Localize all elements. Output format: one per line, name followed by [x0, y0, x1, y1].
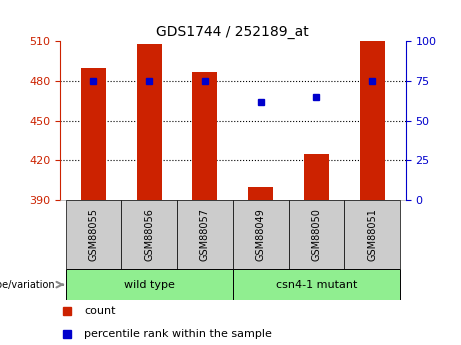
- Bar: [81, 68, 106, 200]
- Bar: [177, 200, 233, 269]
- Text: wild type: wild type: [124, 280, 175, 289]
- Bar: [233, 200, 289, 269]
- Text: GSM88050: GSM88050: [312, 208, 321, 261]
- Bar: [233, 269, 400, 300]
- Text: percentile rank within the sample: percentile rank within the sample: [84, 329, 272, 339]
- Title: GDS1744 / 252189_at: GDS1744 / 252189_at: [156, 25, 309, 39]
- Text: genotype/variation: genotype/variation: [0, 280, 55, 289]
- Bar: [248, 187, 273, 200]
- Bar: [136, 44, 162, 200]
- Text: GSM88049: GSM88049: [256, 208, 266, 261]
- Text: GSM88056: GSM88056: [144, 208, 154, 261]
- Bar: [289, 200, 344, 269]
- Text: GSM88051: GSM88051: [367, 208, 377, 261]
- Text: GSM88055: GSM88055: [89, 208, 98, 261]
- Bar: [65, 200, 121, 269]
- Bar: [121, 200, 177, 269]
- Bar: [344, 200, 400, 269]
- Bar: [192, 72, 218, 200]
- Bar: [360, 41, 385, 200]
- Text: GSM88057: GSM88057: [200, 208, 210, 261]
- Bar: [65, 269, 233, 300]
- Bar: [304, 154, 329, 200]
- Text: csn4-1 mutant: csn4-1 mutant: [276, 280, 357, 289]
- Text: count: count: [84, 306, 116, 316]
